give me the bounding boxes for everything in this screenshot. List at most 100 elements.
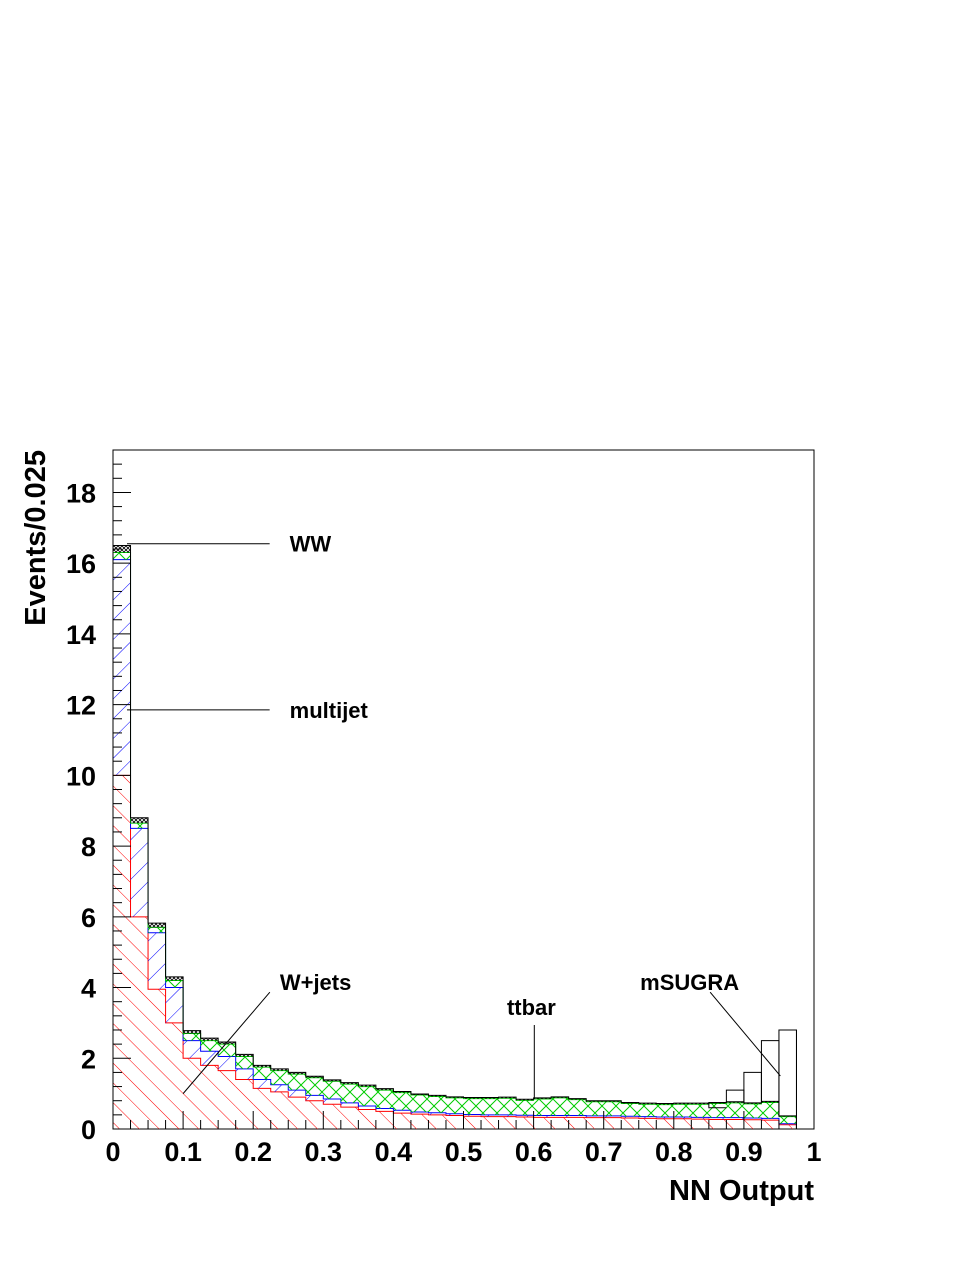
bar-w-jets-21 — [481, 1116, 499, 1129]
bar-w-jets-26 — [568, 1117, 587, 1129]
bar-multijet-38 — [778, 1123, 797, 1125]
bar-multijet-1 — [130, 828, 149, 917]
bar-w-jets-29 — [621, 1118, 639, 1129]
bar-ttbar-32 — [673, 1104, 692, 1117]
bar-w-jets-19 — [445, 1115, 464, 1129]
bar-multijet-3 — [165, 987, 184, 1023]
bar-ttbar-34 — [708, 1103, 727, 1118]
bar-multijet-27 — [586, 1115, 604, 1118]
bar-ww-19 — [445, 1096, 464, 1098]
bar-ww-37 — [761, 1101, 779, 1103]
bar-multijet-22 — [498, 1114, 517, 1117]
annotation-label: ttbar — [507, 995, 556, 1020]
bar-ttbar-1 — [130, 823, 149, 829]
bar-w-jets-36 — [743, 1119, 762, 1129]
x-tick-label: 0.2 — [234, 1137, 272, 1167]
bar-ww-21 — [481, 1097, 499, 1099]
bar-ttbar-7 — [235, 1056, 254, 1069]
histogram-bars — [112, 544, 814, 1130]
y-tick-label: 8 — [81, 832, 96, 862]
bar-ttbar-36 — [743, 1103, 762, 1119]
bar-ttbar-24 — [533, 1098, 552, 1116]
bar-multijet-12 — [323, 1098, 341, 1105]
overlay-step-34 — [708, 1102, 727, 1109]
bar-w-jets-7 — [235, 1079, 254, 1129]
bar-ttbar-10 — [288, 1074, 306, 1091]
bar-ww-16 — [393, 1091, 411, 1093]
bar-ttbar-35 — [726, 1102, 744, 1118]
bar-ttbar-13 — [340, 1084, 359, 1103]
y-tick-label: 4 — [81, 974, 96, 1004]
bar-multijet-23 — [516, 1115, 534, 1117]
bar-ttbar-37 — [761, 1102, 779, 1119]
bar-ww-24 — [533, 1097, 552, 1099]
bar-multijet-33 — [691, 1117, 709, 1120]
bar-ttbar-25 — [551, 1097, 569, 1116]
bar-ttbar-31 — [656, 1104, 674, 1117]
annotation-label: WW — [290, 532, 332, 557]
bar-w-jets-8 — [253, 1088, 271, 1129]
bar-ww-8 — [253, 1065, 271, 1068]
bar-ww-9 — [270, 1068, 289, 1071]
bar-w-jets-6 — [218, 1070, 236, 1129]
bar-multijet-20 — [463, 1114, 482, 1117]
bar-w-jets-10 — [288, 1097, 306, 1129]
bar-w-jets-37 — [761, 1120, 779, 1129]
x-tick-label: 0.6 — [515, 1137, 553, 1167]
bar-ww-35 — [726, 1101, 744, 1103]
bar-ww-11 — [305, 1076, 324, 1078]
bar-multijet-10 — [288, 1090, 306, 1098]
annotation-multijet: multijet — [127, 698, 369, 723]
y-tick-label: 2 — [81, 1044, 96, 1074]
bar-multijet-34 — [708, 1117, 727, 1120]
bar-multijet-11 — [305, 1095, 324, 1101]
annotation-ww: WW — [127, 532, 331, 557]
y-axis-title: Events/0.025 — [20, 450, 52, 626]
annotation-w-jets: W+jets — [182, 970, 351, 1094]
series-multijet — [112, 559, 814, 1130]
bar-multijet-6 — [218, 1056, 236, 1071]
bar-multijet-9 — [270, 1084, 289, 1092]
bar-w-jets-23 — [516, 1116, 534, 1129]
bar-multijet-35 — [726, 1117, 744, 1120]
bar-ttbar-3 — [165, 980, 184, 988]
bar-ww-7 — [235, 1054, 254, 1057]
bar-ww-20 — [463, 1097, 482, 1099]
bar-w-jets-24 — [533, 1117, 552, 1129]
x-tick-label: 0 — [105, 1137, 120, 1167]
bar-ww-18 — [428, 1095, 446, 1097]
bar-multijet-29 — [621, 1116, 639, 1119]
bar-ww-26 — [568, 1098, 587, 1100]
bar-ww-2 — [148, 923, 166, 928]
bar-ww-25 — [551, 1096, 569, 1098]
bar-w-jets-30 — [638, 1118, 657, 1129]
bar-w-jets-20 — [463, 1116, 482, 1129]
bar-ttbar-12 — [323, 1081, 341, 1099]
bar-ttbar-17 — [410, 1095, 429, 1113]
bar-ttbar-23 — [516, 1100, 534, 1116]
x-tick-label: 0.1 — [164, 1137, 202, 1167]
bar-ww-3 — [165, 976, 184, 981]
bar-ww-15 — [375, 1088, 394, 1091]
bar-ww-29 — [621, 1102, 639, 1104]
y-tick-labels: 0 2 4 6 8 10 12 14 16 18 — [66, 478, 96, 1145]
bar-ttbar-11 — [305, 1077, 324, 1096]
bar-multijet-14 — [358, 1106, 376, 1110]
bar-ttbar-30 — [638, 1104, 657, 1117]
bar-w-jets-3 — [165, 1022, 184, 1129]
bar-ww-23 — [516, 1099, 534, 1101]
annotation-ttbar: ttbar — [507, 995, 556, 1099]
overlay-step-35 — [725, 1089, 745, 1103]
overlay-step-36 — [743, 1071, 762, 1103]
bar-ww-34 — [708, 1102, 727, 1104]
annotation-label: multijet — [290, 698, 369, 723]
bar-multijet-0 — [113, 559, 131, 776]
bar-ww-28 — [603, 1100, 622, 1102]
y-tick-label: 18 — [66, 478, 96, 508]
bar-ww-17 — [410, 1093, 429, 1096]
bar-w-jets-33 — [691, 1119, 709, 1129]
x-axis-title: NN Output — [669, 1175, 814, 1207]
bar-ttbar-8 — [253, 1067, 271, 1080]
bar-multijet-2 — [148, 932, 166, 990]
x-tick-label: 0.7 — [585, 1137, 623, 1167]
